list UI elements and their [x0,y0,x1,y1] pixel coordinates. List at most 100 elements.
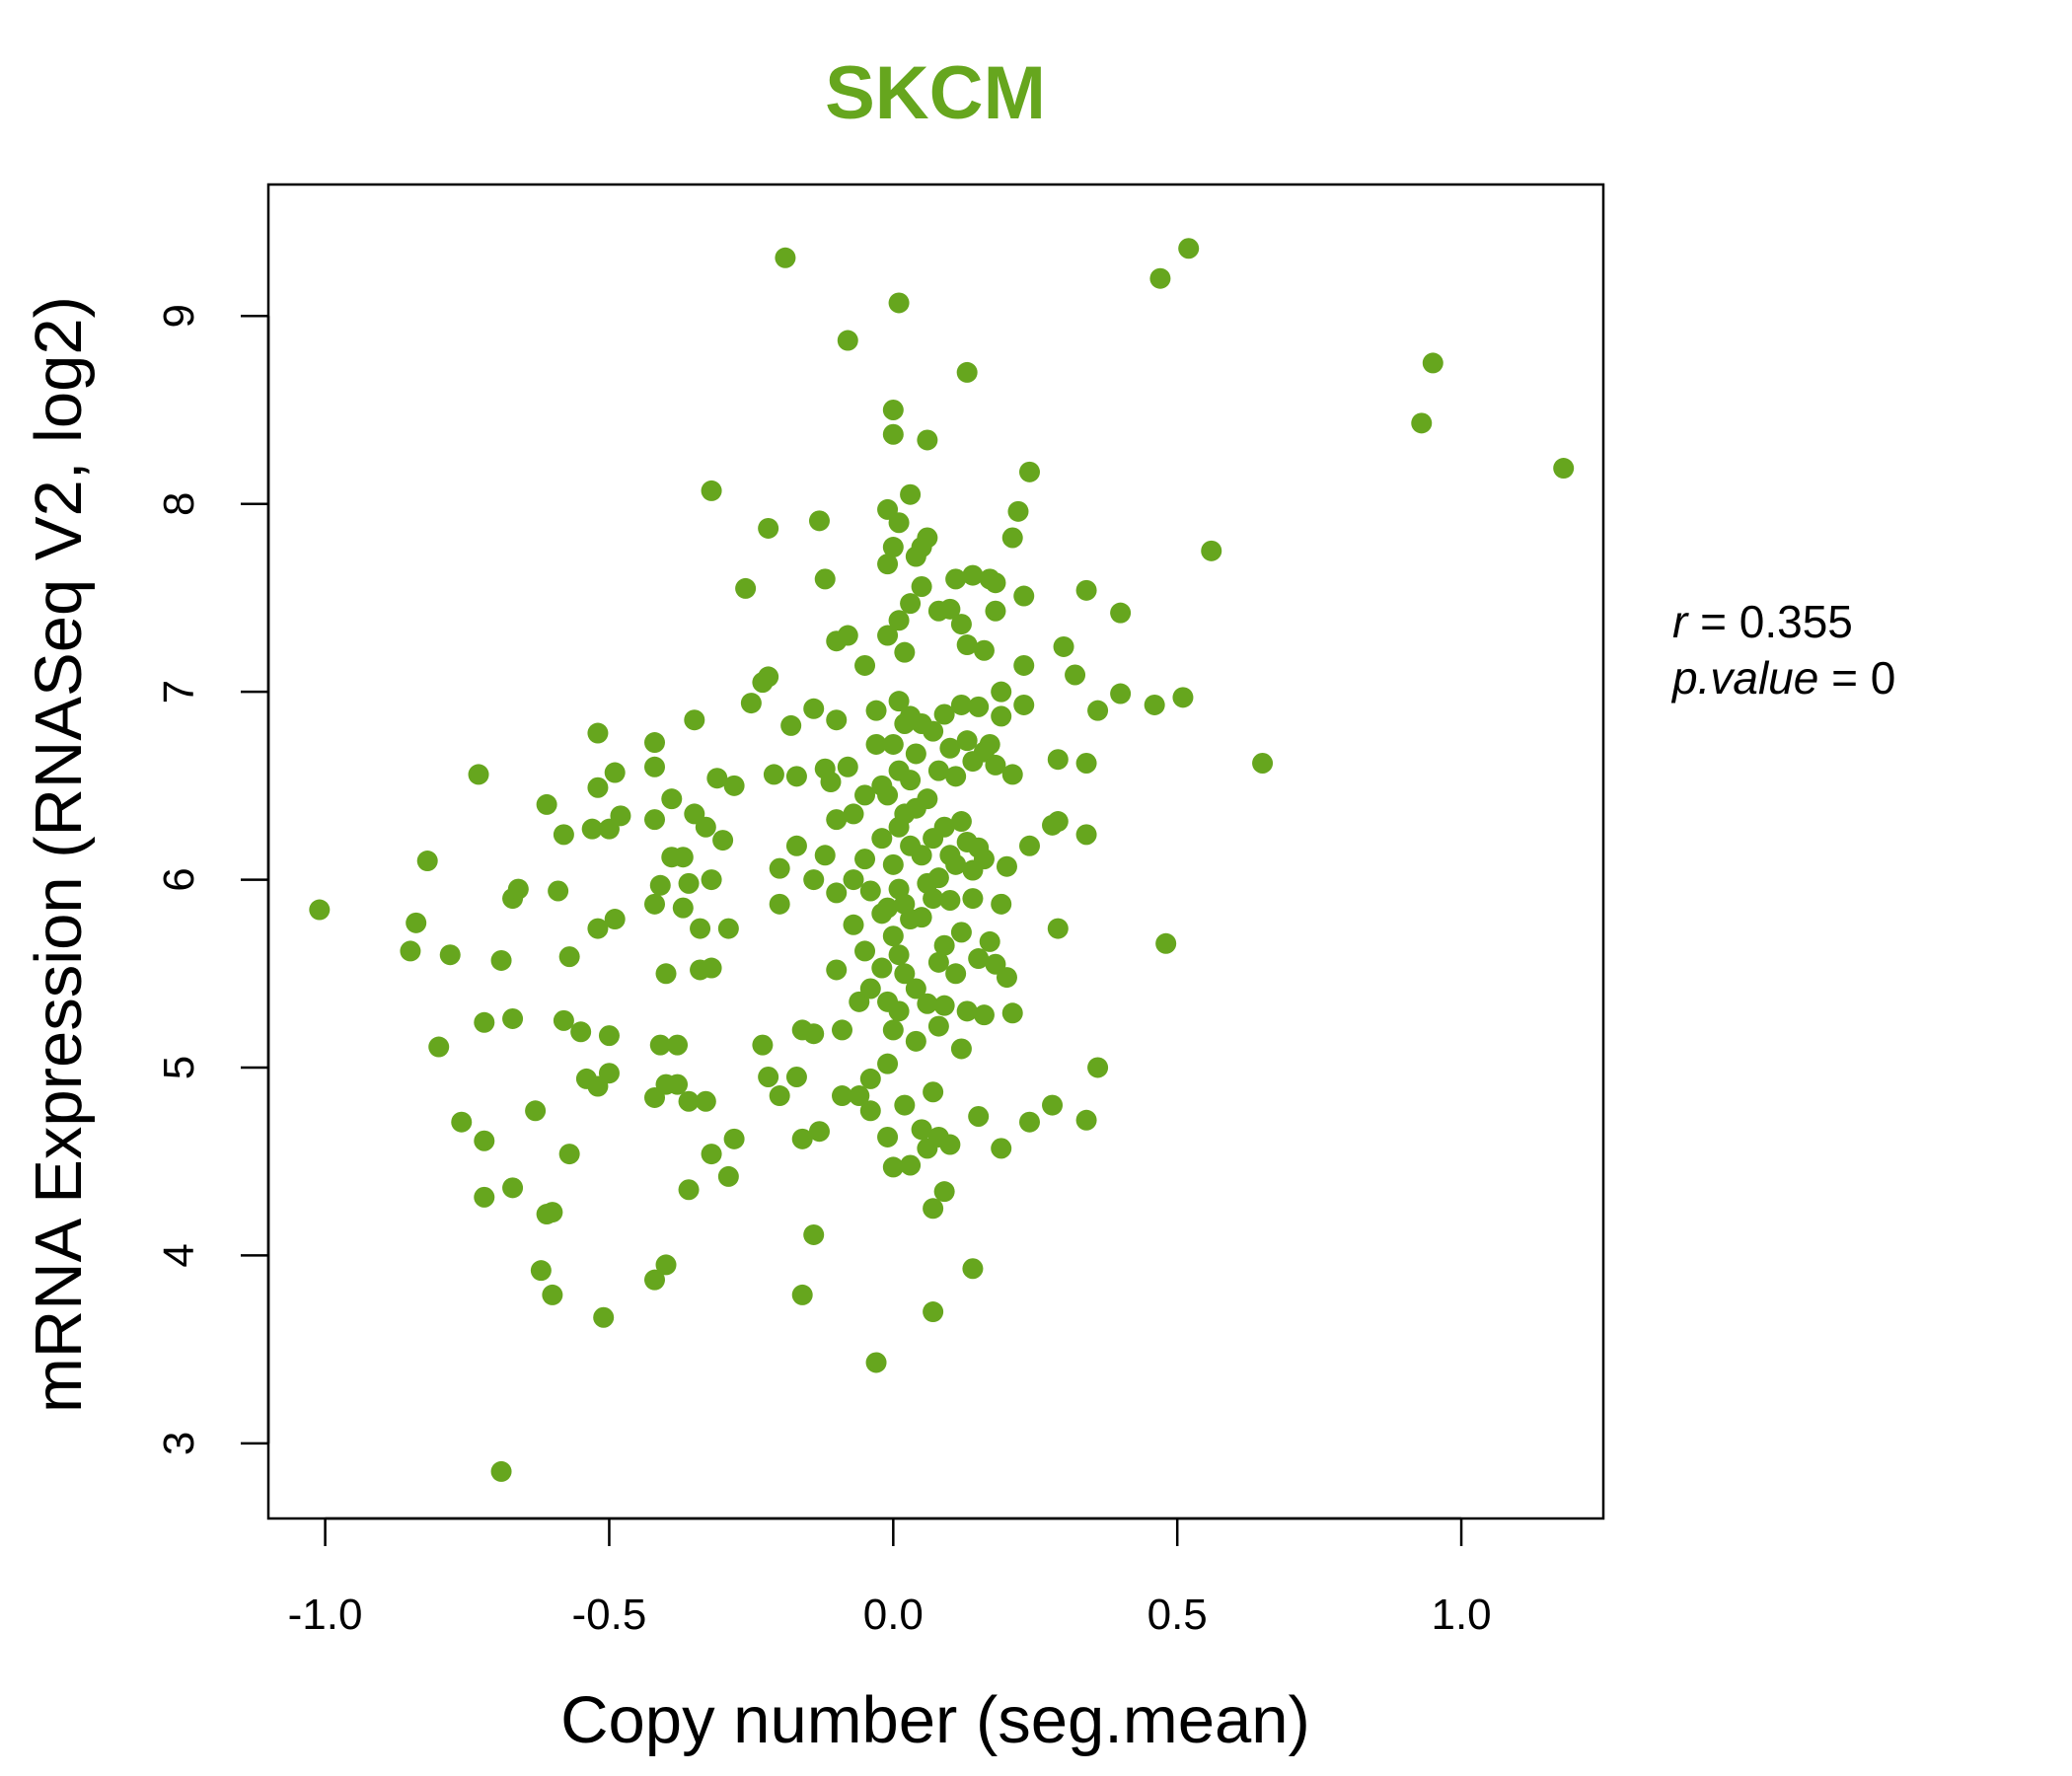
data-point [877,897,899,919]
data-point [877,1126,899,1147]
data-point [894,641,916,663]
r-statistic: r = 0.355 [1672,596,1853,647]
data-point [655,1254,677,1276]
data-point [905,978,926,999]
data-point [950,1038,972,1060]
data-point [309,899,331,921]
data-point [1149,267,1171,289]
x-tick-label: 0.0 [863,1591,924,1639]
data-point [1110,602,1132,624]
data-point [769,893,790,915]
data-point [1001,1002,1023,1024]
data-point [923,720,944,742]
data-point [780,714,802,736]
data-point [882,1019,904,1041]
data-point [950,811,972,833]
data-point [604,762,626,783]
data-point [911,845,932,866]
data-point [859,880,881,902]
data-point [803,1223,825,1245]
data-point [1018,1111,1040,1133]
data-point [587,722,609,744]
data-point [1252,753,1274,775]
data-point [968,696,990,717]
data-point [723,775,745,796]
data-point [917,429,938,451]
data-point [900,593,922,615]
y-axis-label: mRNA Expression (RNASeq V2, log2) [22,296,96,1413]
data-point [530,1260,552,1282]
data-point [962,1258,984,1280]
data-point [502,1007,524,1029]
data-point [1075,579,1097,601]
data-point [826,809,848,831]
data-point [474,1186,495,1208]
data-point [888,292,910,314]
data-point [695,1090,716,1112]
data-point [991,705,1012,727]
data-point [775,247,796,268]
y-axis: 3 4 5 6 7 8 9 [155,304,270,1455]
data-point [933,816,955,838]
data-point [843,869,864,891]
data-point [758,1067,779,1088]
data-point [803,869,825,891]
data-point [927,951,949,973]
data-point [1013,585,1035,607]
data-point [1144,694,1165,715]
data-point [536,793,557,815]
data-point [593,1306,615,1328]
data-point [558,1144,580,1165]
data-point [1047,811,1069,833]
data-point [985,600,1006,622]
y-tick-label: 7 [155,680,203,703]
data-point [894,963,916,985]
data-point [610,805,631,827]
data-point [973,849,995,870]
data-point [598,1063,620,1084]
data-point [649,874,671,896]
data-point [882,925,904,947]
p-value-statistic: p.value = 0 [1670,652,1895,703]
data-point [451,1111,473,1133]
data-point [1155,932,1177,954]
data-point [735,577,757,599]
data-point [678,872,700,894]
data-point [490,1460,512,1482]
data-point [956,361,978,383]
data-point [655,963,677,985]
data-point [644,1269,666,1291]
p-value-equals: = [1818,652,1870,703]
data-point [439,944,461,966]
data-point [911,907,932,928]
correlation-annotation: r = 0.355 p.value = 0 [1670,596,1895,703]
data-point [649,1034,671,1056]
data-point [933,934,955,956]
data-point [979,733,1000,755]
data-point [684,709,705,731]
data-point [877,784,899,806]
data-point [717,1165,739,1187]
y-tick-label: 5 [155,1056,203,1079]
data-point [962,564,984,586]
data-point [973,639,995,661]
data-point [826,882,848,904]
data-point [911,576,932,598]
data-point [865,733,887,755]
data-point [400,940,421,962]
data-point [871,957,893,979]
data-point [490,949,512,971]
data-point [888,691,910,712]
data-point [985,572,1006,594]
data-point [820,772,842,793]
data-point [785,766,807,787]
data-point [939,737,961,759]
data-point [1422,352,1443,374]
data-point [474,1011,495,1033]
data-point [542,1202,563,1223]
data-point [950,614,972,635]
data-point [923,1301,944,1323]
y-tick-label: 8 [155,491,203,515]
data-point [416,851,438,872]
